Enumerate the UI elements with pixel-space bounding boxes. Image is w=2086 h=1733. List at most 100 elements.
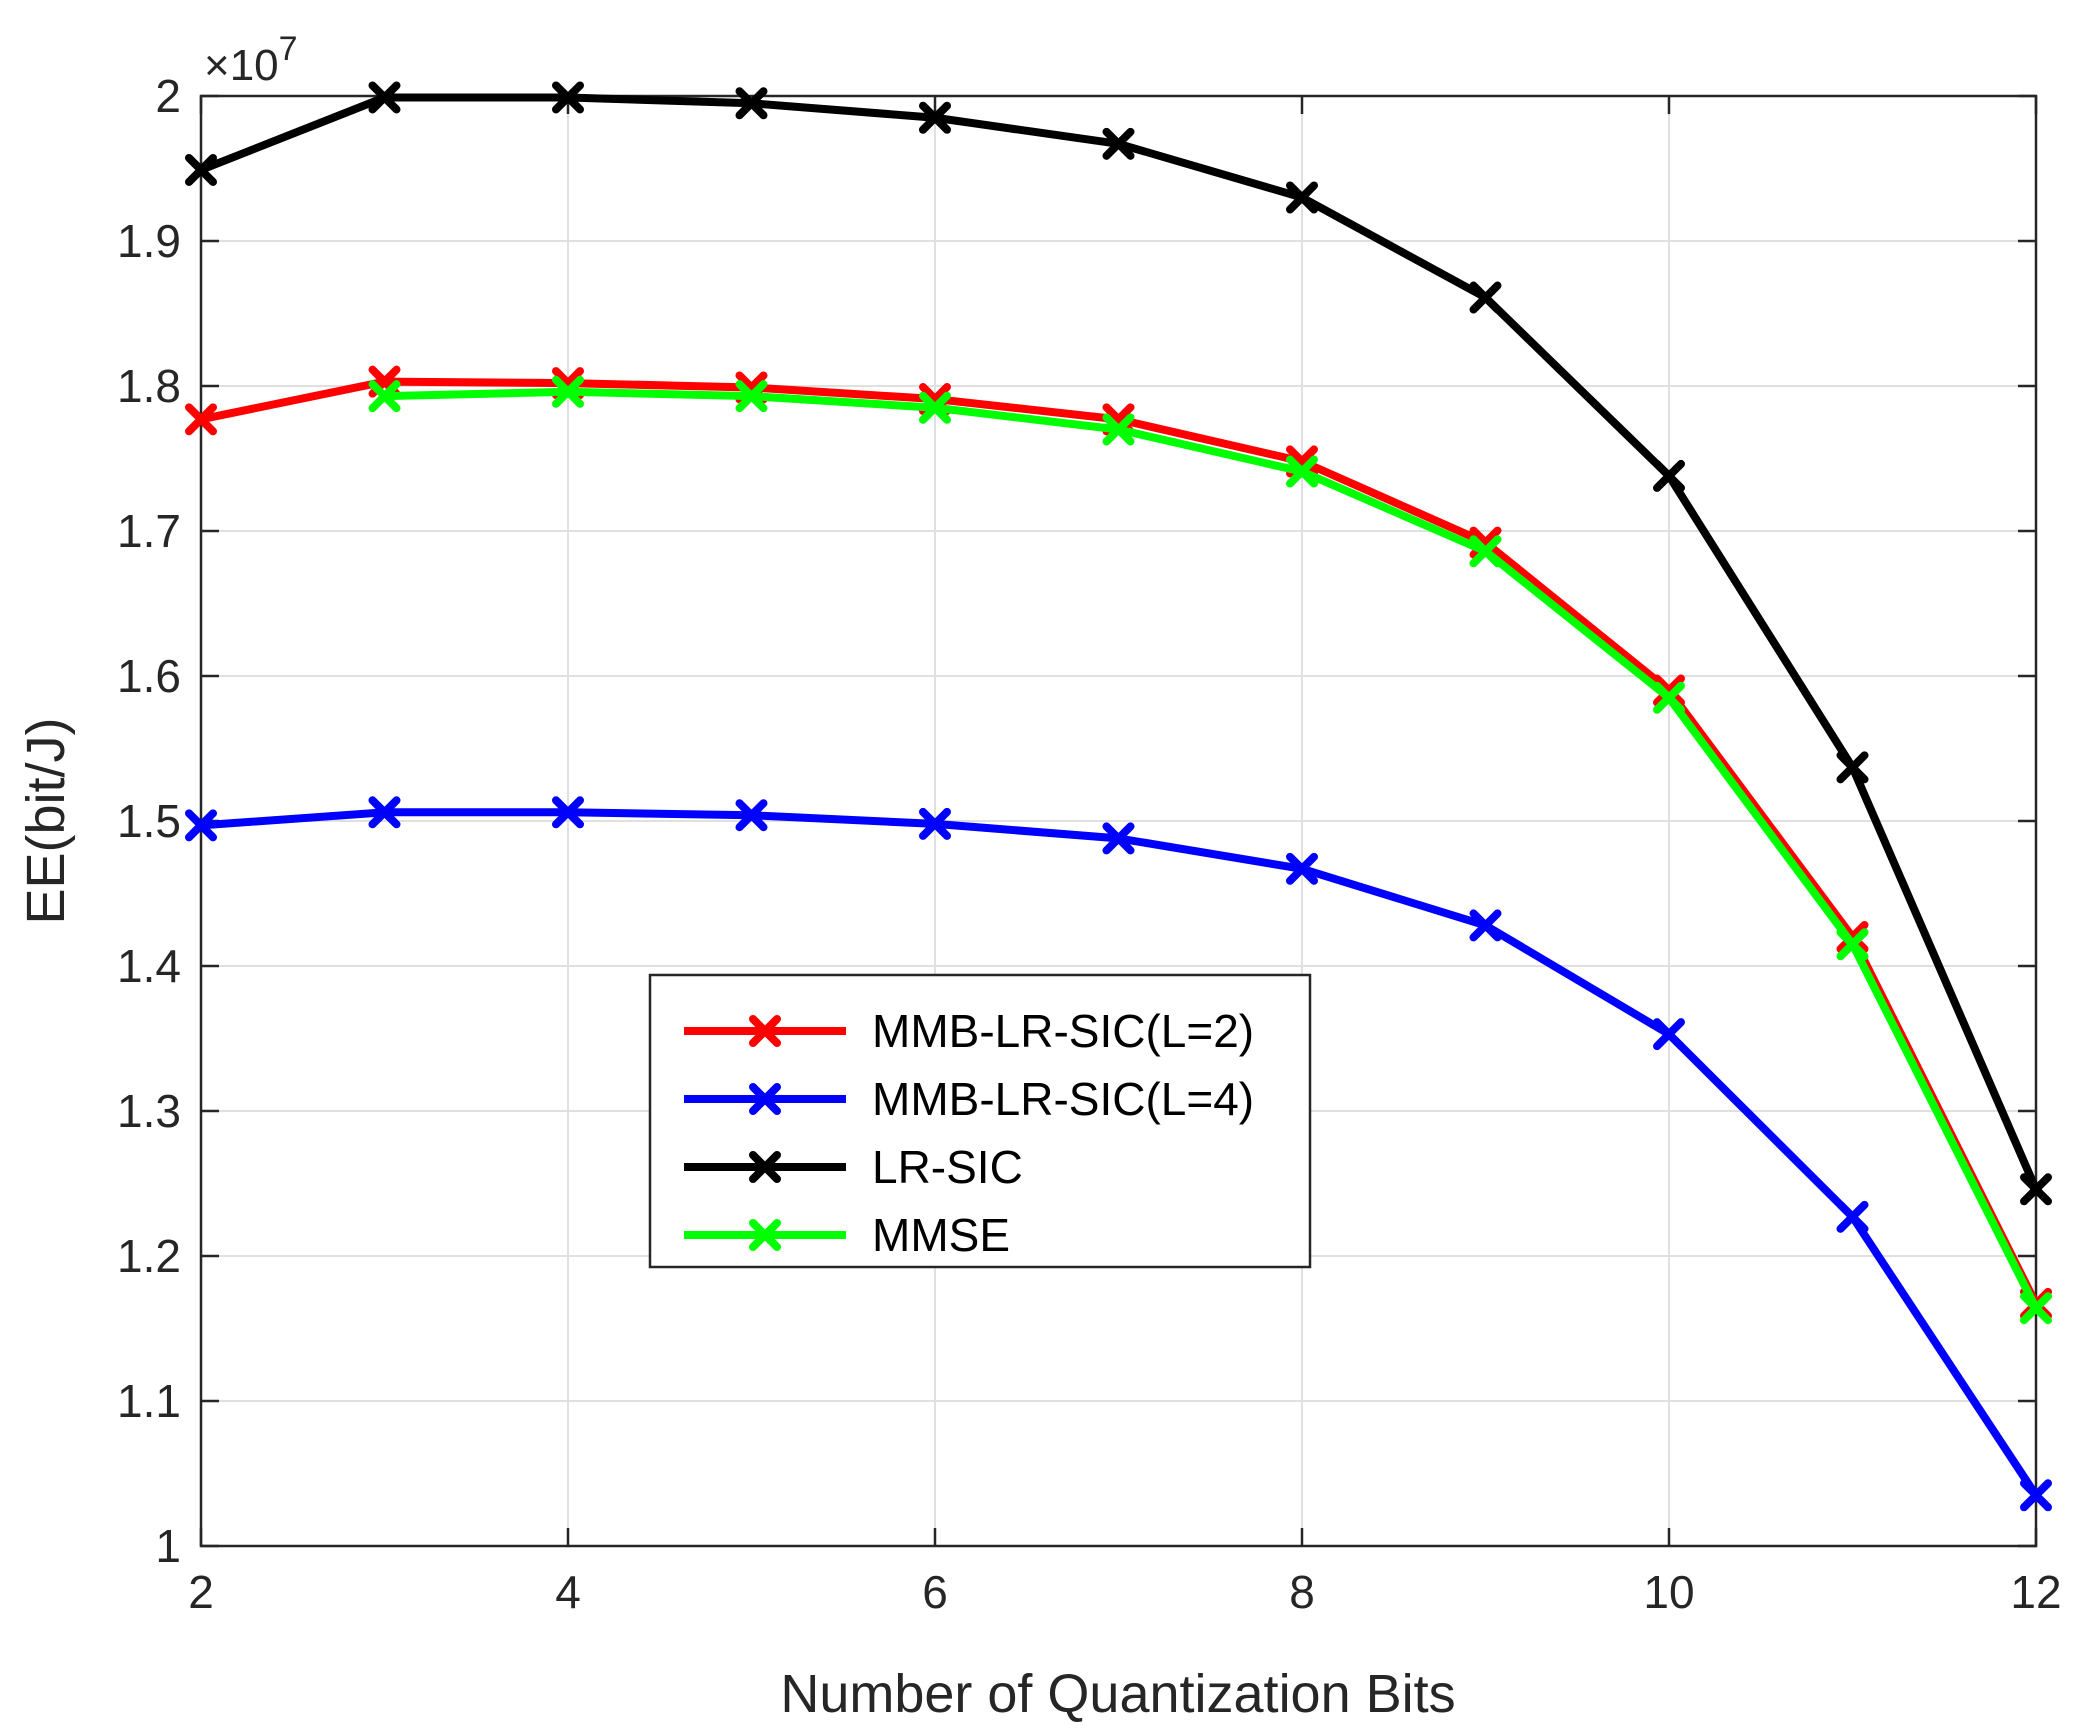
y-tick-label: 1.6 <box>117 650 181 702</box>
data-point-mmb-lr-sic-l-4 <box>368 796 401 829</box>
y-exponent-label: ×107 <box>204 30 298 90</box>
series-mmb-lr-sic-l-4 <box>185 796 2052 1512</box>
marker-stroke <box>1469 535 1502 568</box>
data-point-mmb-lr-sic-l-4 <box>1653 1018 1685 1051</box>
marker-stroke <box>735 799 768 832</box>
marker-stroke <box>552 796 584 829</box>
legend-entry: MMB-LR-SIC(L=2) <box>684 1005 1254 1057</box>
data-point-lr-sic <box>735 87 768 120</box>
marker-stroke <box>1836 928 1869 961</box>
marker-stroke <box>185 809 217 842</box>
legend-marker <box>749 1151 781 1183</box>
legend: MMB-LR-SIC(L=2) MMB-LR-SIC(L=4) LR-SIC MMSE <box>648 973 1312 1269</box>
marker-stroke <box>2020 1479 2052 1512</box>
data-point-mmb-lr-sic-l-4 <box>1469 909 1502 942</box>
y-exponent-power: 7 <box>279 30 298 68</box>
x-tick-label: 2 <box>188 1566 214 1618</box>
marker-stroke <box>1102 413 1135 446</box>
marker-stroke <box>1836 1200 1869 1233</box>
data-point-mmb-lr-sic-l-4 <box>185 809 217 842</box>
x-tick-label: 8 <box>1289 1566 1315 1618</box>
series-mmse <box>368 375 2052 1325</box>
data-point-lr-sic <box>368 81 401 114</box>
data-point-mmse <box>1653 681 1685 714</box>
y-tick-label: 1.5 <box>117 795 181 847</box>
y-tick-label: 1.3 <box>117 1085 181 1137</box>
data-point-lr-sic <box>185 153 217 186</box>
marker-stroke <box>185 153 217 186</box>
legend-marker <box>749 1083 781 1115</box>
axes: 2 4 6 8 10 12 1 1.1 1.2 1.3 1.4 1.5 1.6 1.7 1.8 1.9 2 <box>117 70 2062 1618</box>
marker-stroke <box>735 87 768 120</box>
marker-stroke <box>919 101 951 134</box>
x-tick-label: 12 <box>2010 1566 2061 1618</box>
data-point-lr-sic <box>1836 751 1869 784</box>
y-axis-title: EE(bit/J) <box>16 717 76 924</box>
legend-label: MMB-LR-SIC(L=4) <box>872 1073 1254 1125</box>
marker-stroke <box>919 391 951 424</box>
marker-stroke <box>368 81 401 114</box>
marker-stroke <box>1469 281 1502 314</box>
legend-entry: MMB-LR-SIC(L=4) <box>684 1073 1254 1125</box>
data-point-mmb-lr-sic-l-2 <box>1653 674 1685 707</box>
marker-stroke <box>749 1151 781 1183</box>
marker-stroke <box>1469 909 1502 942</box>
data-point-mmb-lr-sic-l-4 <box>919 807 951 840</box>
legend-marker <box>749 1015 781 1047</box>
data-point-lr-sic <box>1286 181 1318 214</box>
data-point-mmse <box>1469 535 1502 568</box>
marker-stroke <box>552 375 584 408</box>
data-point-mmb-lr-sic-l-4 <box>1102 822 1135 855</box>
legend-label: MMB-LR-SIC(L=2) <box>872 1005 1254 1057</box>
marker-stroke <box>368 380 401 413</box>
data-point-lr-sic <box>919 101 951 134</box>
x-axis-title: Number of Quantization Bits <box>780 1664 1455 1724</box>
data-point-lr-sic <box>2020 1173 2052 1206</box>
y-tick-label: 2 <box>155 70 181 122</box>
y-tick-label: 1 <box>155 1520 181 1572</box>
marker-stroke <box>1836 751 1869 784</box>
marker-stroke <box>185 403 217 436</box>
y-tick-label: 1.4 <box>117 940 181 992</box>
marker-stroke <box>1653 459 1685 492</box>
marker-stroke <box>1286 455 1318 488</box>
marker-stroke <box>749 1219 781 1251</box>
marker-stroke <box>749 1015 781 1047</box>
y-tick-label: 1.7 <box>117 505 181 557</box>
marker-stroke <box>749 1083 781 1115</box>
data-point-mmse <box>919 391 951 424</box>
legend-entry: LR-SIC <box>684 1141 1023 1193</box>
marker-stroke <box>919 807 951 840</box>
marker-stroke <box>368 796 401 829</box>
x-tick-label: 6 <box>922 1566 948 1618</box>
data-point-mmse <box>1102 413 1135 446</box>
data-point-mmb-lr-sic-l-4 <box>735 799 768 832</box>
data-point-mmse <box>552 375 584 408</box>
data-point-lr-sic <box>552 81 584 114</box>
marker-stroke <box>1653 681 1685 714</box>
marker-stroke <box>2020 1173 2052 1206</box>
data-point-mmse <box>735 380 768 413</box>
legend-marker <box>749 1219 781 1251</box>
series-lr-sic <box>185 81 2052 1206</box>
data-point-mmse <box>1286 455 1318 488</box>
series-line-mmse <box>384 387 2040 1311</box>
marker-stroke <box>1653 1018 1685 1051</box>
data-point-mmse <box>1836 928 1869 961</box>
marker-stroke <box>1286 852 1318 885</box>
series-group <box>185 81 2052 1512</box>
data-point-mmb-lr-sic-l-4 <box>552 796 584 829</box>
marker-stroke <box>1102 822 1135 855</box>
y-tick-label: 1.9 <box>117 215 181 267</box>
data-point-mmb-lr-sic-l-4 <box>2020 1479 2052 1512</box>
data-point-lr-sic <box>1469 281 1502 314</box>
x-tick-label: 10 <box>1643 1566 1694 1618</box>
legend-entry: MMSE <box>684 1209 1010 1261</box>
data-point-mmb-lr-sic-l-4 <box>1286 852 1318 885</box>
y-tick-label: 1.8 <box>117 360 181 412</box>
marker-stroke <box>2020 1292 2052 1325</box>
marker-stroke <box>1653 674 1685 707</box>
data-point-mmse <box>368 380 401 413</box>
y-tick-label: 1.2 <box>117 1230 181 1282</box>
